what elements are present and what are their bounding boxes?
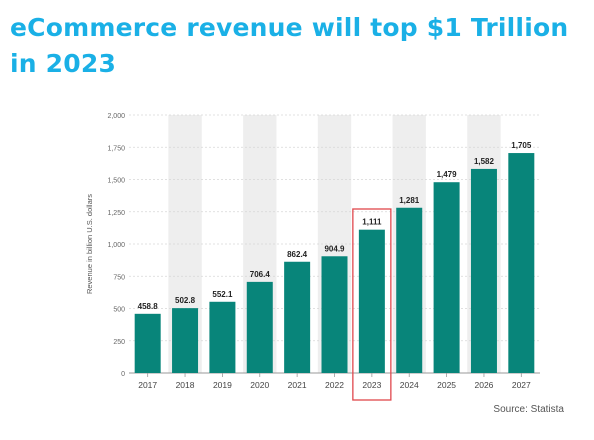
y-tick-label: 1,750 (107, 145, 125, 152)
y-tick-label: 500 (113, 307, 125, 314)
value-label-2024: 1,281 (399, 196, 420, 205)
bar-2027 (508, 153, 535, 373)
value-label-2026: 1,582 (474, 157, 495, 166)
x-tick-label-2024: 2024 (400, 380, 419, 390)
bar-2017 (134, 313, 161, 373)
value-label-2025: 1,479 (437, 170, 458, 179)
value-label-2019: 552.1 (212, 290, 233, 299)
y-tick-label: 250 (113, 339, 125, 346)
x-tick-label-2021: 2021 (288, 380, 307, 390)
value-label-2017: 458.8 (138, 302, 159, 311)
x-tick-label-2019: 2019 (213, 380, 232, 390)
value-label-2020: 706.4 (250, 270, 271, 279)
bar-2020 (246, 281, 273, 373)
value-label-2027: 1,705 (511, 141, 532, 150)
y-tick-label: 0 (121, 371, 125, 378)
x-tick-label-2023: 2023 (362, 380, 381, 390)
y-tick-label: 1,500 (107, 178, 125, 185)
highlight-box (352, 208, 392, 401)
x-tick-label-2026: 2026 (474, 380, 493, 390)
chart-title: eCommerce revenue will top $1 Trillion i… (10, 13, 569, 78)
y-tick-label: 2,000 (107, 113, 125, 120)
x-tick-label-2020: 2020 (250, 380, 269, 390)
bar-2026 (470, 168, 497, 373)
bar-2022 (321, 256, 348, 373)
y-tick-label: 1,250 (107, 210, 125, 217)
value-label-2023: 1,111 (362, 218, 382, 227)
bar-2024 (396, 207, 423, 373)
y-axis-label: Revenue in billion U.S. dollars (85, 194, 94, 294)
value-label-2018: 502.8 (175, 296, 196, 305)
x-tick-label-2017: 2017 (138, 380, 157, 390)
x-tick-label-2025: 2025 (437, 380, 456, 390)
value-label-2022: 904.9 (324, 244, 345, 253)
bar-2023 (358, 229, 385, 373)
source-note: Source: Statista (493, 404, 564, 415)
bar-2025 (433, 182, 460, 373)
bar-2019 (209, 301, 236, 373)
y-tick-label: 1,000 (107, 242, 125, 249)
y-tick-label: 750 (113, 274, 125, 281)
bar-2021 (284, 261, 311, 373)
x-tick-label-2018: 2018 (176, 380, 195, 390)
x-tick-label-2027: 2027 (512, 380, 531, 390)
value-label-2021: 862.4 (287, 250, 308, 259)
bar-2018 (172, 308, 199, 373)
x-tick-label-2022: 2022 (325, 380, 344, 390)
